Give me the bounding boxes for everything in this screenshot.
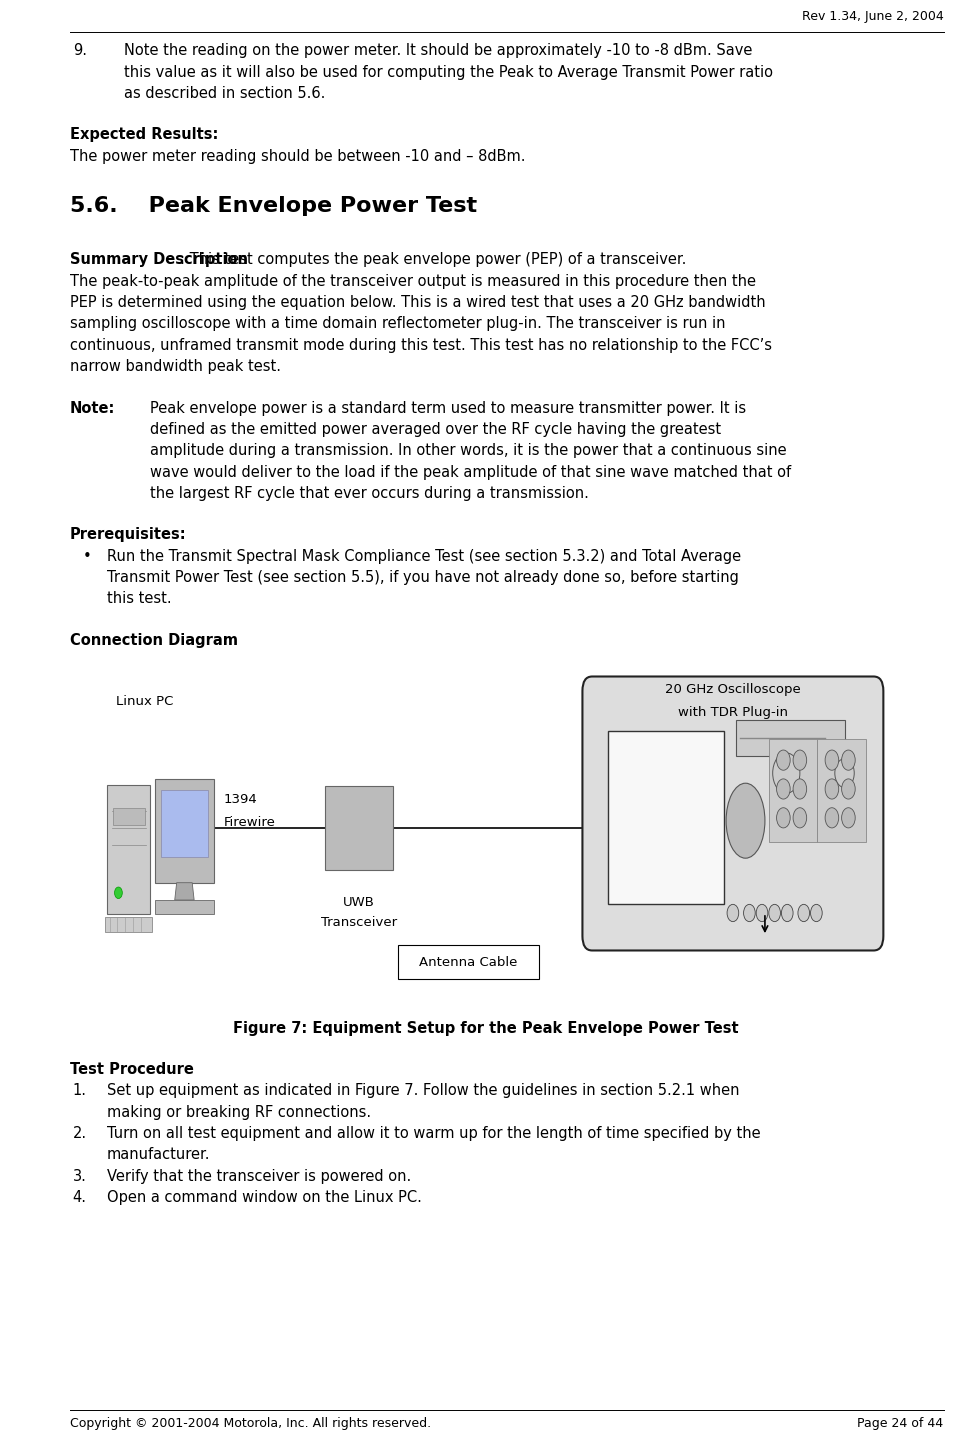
Text: 1394: 1394 <box>223 793 257 806</box>
Circle shape <box>772 753 800 793</box>
Circle shape <box>798 904 809 921</box>
Circle shape <box>115 887 123 898</box>
Text: this value as it will also be used for computing the Peak to Average Transmit Po: this value as it will also be used for c… <box>125 65 773 79</box>
Circle shape <box>810 904 822 921</box>
Text: 3.: 3. <box>73 1169 87 1184</box>
FancyBboxPatch shape <box>155 900 213 914</box>
Text: Firewire: Firewire <box>223 816 275 829</box>
Text: Transmit Power Test (see section 5.5), if you have not already done so, before s: Transmit Power Test (see section 5.5), i… <box>107 570 738 585</box>
Circle shape <box>776 779 790 799</box>
Text: the largest RF cycle that ever occurs during a transmission.: the largest RF cycle that ever occurs du… <box>150 486 589 500</box>
Text: 2.: 2. <box>73 1126 87 1141</box>
Circle shape <box>842 779 855 799</box>
Text: with TDR Plug-in: with TDR Plug-in <box>678 707 788 720</box>
Circle shape <box>793 808 806 828</box>
Text: Summary Description: Summary Description <box>70 252 248 267</box>
Circle shape <box>727 904 738 921</box>
Circle shape <box>825 808 839 828</box>
FancyBboxPatch shape <box>608 731 724 904</box>
Circle shape <box>825 750 839 770</box>
Text: 1.: 1. <box>73 1083 87 1099</box>
Text: Verify that the transceiver is powered on.: Verify that the transceiver is powered o… <box>107 1169 411 1184</box>
Text: Expected Results:: Expected Results: <box>70 127 218 143</box>
FancyBboxPatch shape <box>155 779 213 883</box>
Text: Note:: Note: <box>70 401 115 415</box>
Circle shape <box>743 904 755 921</box>
Text: •: • <box>83 549 92 564</box>
Text: Note the reading on the power meter. It should be approximately -10 to -8 dBm. S: Note the reading on the power meter. It … <box>125 43 753 58</box>
Text: making or breaking RF connections.: making or breaking RF connections. <box>107 1105 371 1120</box>
Text: defined as the emitted power averaged over the RF cycle having the greatest: defined as the emitted power averaged ov… <box>150 423 722 437</box>
Text: Prerequisites:: Prerequisites: <box>70 528 186 542</box>
Polygon shape <box>174 883 194 900</box>
Text: The peak-to-peak amplitude of the transceiver output is measured in this procedu: The peak-to-peak amplitude of the transc… <box>70 274 756 288</box>
FancyBboxPatch shape <box>398 945 539 979</box>
Text: Page 24 of 44: Page 24 of 44 <box>857 1417 944 1430</box>
Circle shape <box>756 904 768 921</box>
FancyBboxPatch shape <box>735 720 844 756</box>
Text: 9.: 9. <box>73 43 87 58</box>
Text: Connection Diagram: Connection Diagram <box>70 633 238 647</box>
Text: wave would deliver to the load if the peak amplitude of that sine wave matched t: wave would deliver to the load if the pe… <box>150 464 792 480</box>
Circle shape <box>793 779 806 799</box>
Text: sampling oscilloscope with a time domain reflectometer plug-in. The transceiver : sampling oscilloscope with a time domain… <box>70 316 726 332</box>
FancyBboxPatch shape <box>105 917 152 932</box>
Text: Antenna Cable: Antenna Cable <box>419 956 517 969</box>
Circle shape <box>825 779 839 799</box>
Text: Transceiver: Transceiver <box>321 916 397 929</box>
FancyBboxPatch shape <box>113 808 144 825</box>
Text: 4.: 4. <box>73 1190 87 1206</box>
Text: Set up equipment as indicated in Figure 7. Follow the guidelines in section 5.2.: Set up equipment as indicated in Figure … <box>107 1083 739 1099</box>
Text: Figure 7: Equipment Setup for the Peak Envelope Power Test: Figure 7: Equipment Setup for the Peak E… <box>233 1021 738 1035</box>
FancyBboxPatch shape <box>817 738 866 842</box>
Ellipse shape <box>726 783 765 858</box>
Text: continuous, unframed transmit mode during this test. This test has no relationsh: continuous, unframed transmit mode durin… <box>70 337 771 353</box>
FancyBboxPatch shape <box>582 676 883 950</box>
Text: : This test computes the peak envelope power (PEP) of a transceiver.: : This test computes the peak envelope p… <box>179 252 686 267</box>
Text: Turn on all test equipment and allow it to warm up for the length of time specif: Turn on all test equipment and allow it … <box>107 1126 761 1141</box>
Circle shape <box>781 904 793 921</box>
Text: as described in section 5.6.: as described in section 5.6. <box>125 87 325 101</box>
Text: Test Procedure: Test Procedure <box>70 1063 194 1077</box>
Text: Rev 1.34, June 2, 2004: Rev 1.34, June 2, 2004 <box>802 10 944 23</box>
FancyBboxPatch shape <box>768 738 817 842</box>
Circle shape <box>776 808 790 828</box>
Circle shape <box>842 808 855 828</box>
FancyBboxPatch shape <box>325 786 393 870</box>
Text: Copyright © 2001-2004 Motorola, Inc. All rights reserved.: Copyright © 2001-2004 Motorola, Inc. All… <box>70 1417 431 1430</box>
Text: Peak envelope power is a standard term used to measure transmitter power. It is: Peak envelope power is a standard term u… <box>150 401 747 415</box>
Text: manufacturer.: manufacturer. <box>107 1148 210 1162</box>
Circle shape <box>776 750 790 770</box>
Text: Open a command window on the Linux PC.: Open a command window on the Linux PC. <box>107 1190 422 1206</box>
Text: UWB: UWB <box>343 895 375 908</box>
Text: Run the Transmit Spectral Mask Compliance Test (see section 5.3.2) and Total Ave: Run the Transmit Spectral Mask Complianc… <box>107 549 741 564</box>
Circle shape <box>768 904 780 921</box>
Circle shape <box>835 758 854 787</box>
Text: The power meter reading should be between -10 and – 8dBm.: The power meter reading should be betwee… <box>70 149 525 164</box>
Text: narrow bandwidth peak test.: narrow bandwidth peak test. <box>70 359 281 373</box>
Circle shape <box>793 750 806 770</box>
Text: this test.: this test. <box>107 591 171 607</box>
FancyBboxPatch shape <box>161 790 207 857</box>
Text: 20 GHz Oscilloscope: 20 GHz Oscilloscope <box>665 684 801 696</box>
Text: amplitude during a transmission. In other words, it is the power that a continuo: amplitude during a transmission. In othe… <box>150 443 787 459</box>
Text: PEP is determined using the equation below. This is a wired test that uses a 20 : PEP is determined using the equation bel… <box>70 296 766 310</box>
Text: 5.6.    Peak Envelope Power Test: 5.6. Peak Envelope Power Test <box>70 196 477 216</box>
Circle shape <box>842 750 855 770</box>
FancyBboxPatch shape <box>107 784 150 914</box>
Text: Linux PC: Linux PC <box>117 695 174 708</box>
